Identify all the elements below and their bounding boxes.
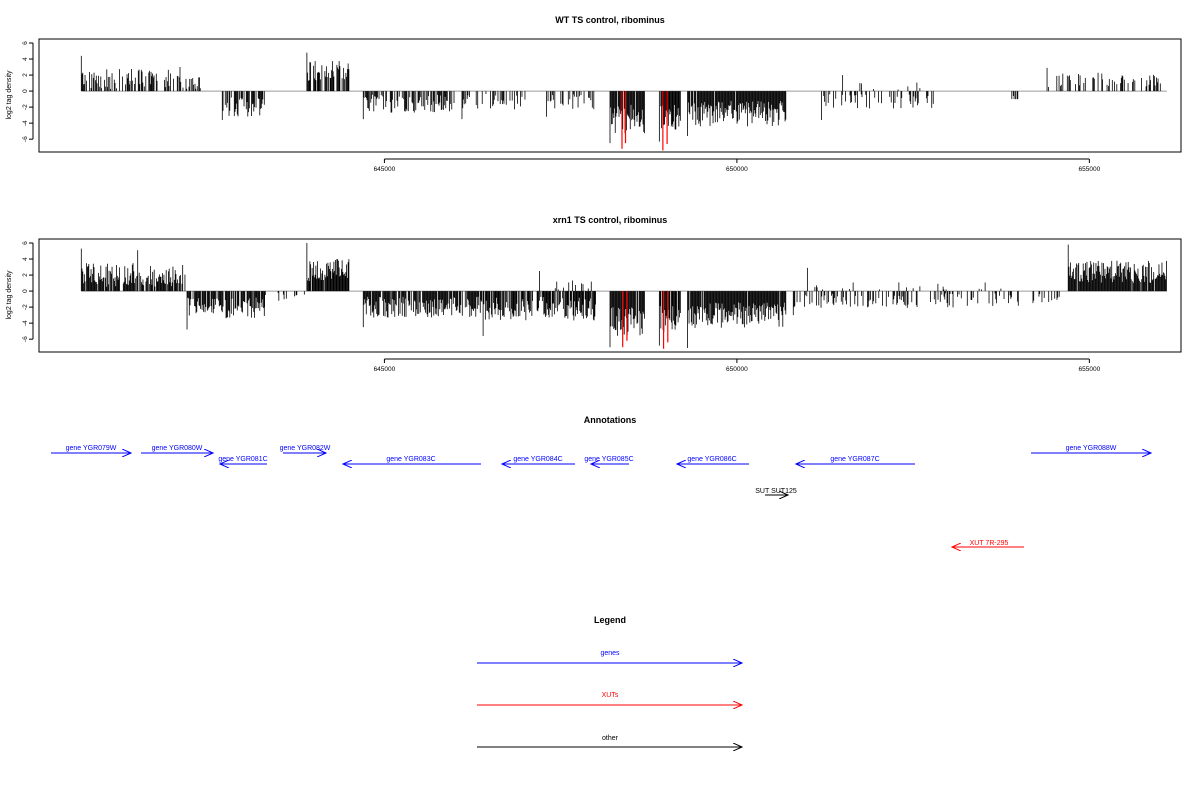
y-tick-label: 0	[22, 289, 29, 293]
y-tick-label: -4	[22, 320, 29, 326]
y-tick-label: -2	[22, 304, 29, 310]
legend-xuts-label: XUTs	[602, 692, 619, 699]
gene-feature: gene YGR083C	[343, 456, 481, 464]
x-tick-label: 650000	[726, 366, 748, 373]
y-tick-label: 0	[22, 89, 29, 93]
x-tick-label: 650000	[726, 166, 748, 173]
xrn1-plot-frame	[38, 238, 1182, 353]
gene-label: gene YGR087C	[830, 456, 879, 463]
xrn1-plot-content	[80, 243, 1167, 349]
y-tick-label: 4	[22, 257, 29, 261]
y-tick-label: 6	[22, 241, 29, 245]
gene-feature: gene YGR081C	[218, 456, 268, 464]
gene-label: gene YGR085C	[584, 456, 633, 463]
gene-feature: gene YGR080W	[141, 445, 213, 453]
y-tick-label: 2	[22, 73, 29, 77]
gene-feature: gene YGR079W	[51, 445, 131, 453]
y-tick-label: -6	[22, 336, 29, 342]
sut-feature: SUT SUT125	[755, 488, 797, 495]
x-tick-label: 645000	[374, 166, 396, 173]
x-tick-label: 655000	[1079, 166, 1101, 173]
legend-other-label: other	[602, 735, 619, 742]
gene-label: gene YGR080W	[152, 445, 203, 452]
legend-item-other: other	[477, 735, 742, 747]
legend-title: Legend	[594, 615, 626, 625]
xrn1-axes: -6 -4 -2 0 2 4 6 645000 650000 655000	[22, 241, 1101, 373]
y-tick-label: 6	[22, 41, 29, 45]
y-tick-label: 4	[22, 57, 29, 61]
y-tick-label: -4	[22, 120, 29, 126]
gene-label: gene YGR083C	[386, 456, 435, 463]
annotations-panel: Annotations gene YGR079W gene YGR080W ge…	[51, 415, 1151, 547]
wt-panel-title: WT TS control, ribominus	[555, 15, 665, 25]
wt-plot-content	[80, 52, 1167, 151]
gene-feature: gene YGR082W	[280, 445, 331, 453]
gene-label: gene YGR081C	[218, 456, 267, 463]
y-tick-label: -2	[22, 104, 29, 110]
legend-genes-label: genes	[600, 650, 620, 657]
annotations-title: Annotations	[584, 415, 637, 425]
legend: Legend genes XUTs other	[477, 615, 742, 747]
sut-label: SUT SUT125	[755, 488, 797, 495]
gene-label: gene YGR082W	[280, 445, 331, 452]
xrn1-panel: xrn1 TS control, ribominus log2 tag dens…	[6, 215, 1182, 373]
wt-y-axis-label: log2 tag density	[6, 70, 13, 120]
legend-item-xuts: XUTs	[477, 692, 742, 705]
wt-panel: WT TS control, ribominus log2 tag densit…	[6, 15, 1182, 173]
gene-feature: gene YGR087C	[796, 456, 915, 464]
x-tick-label: 645000	[374, 366, 396, 373]
gene-feature: gene YGR084C	[502, 456, 575, 464]
y-tick-label: 2	[22, 273, 29, 277]
gene-label: gene YGR084C	[513, 456, 562, 463]
legend-item-genes: genes	[477, 650, 742, 663]
gene-label: gene YGR088W	[1066, 445, 1117, 452]
xrn1-panel-title: xrn1 TS control, ribominus	[553, 215, 668, 225]
wt-axes: -6 -4 -2 0 2 4 6 645000 650000 655000	[22, 41, 1101, 173]
gene-feature: gene YGR085C	[584, 456, 634, 464]
gene-feature: gene YGR086C	[677, 456, 749, 464]
xrn1-y-axis-label: log2 tag density	[6, 270, 13, 320]
x-tick-label: 655000	[1079, 366, 1101, 373]
xut-label: XUT 7R-295	[970, 540, 1009, 547]
xut-feature: XUT 7R-295	[952, 540, 1024, 547]
gene-label: gene YGR079W	[66, 445, 117, 452]
gene-label: gene YGR086C	[687, 456, 736, 463]
y-tick-label: -6	[22, 136, 29, 142]
wt-plot-frame	[38, 38, 1182, 153]
gene-feature: gene YGR088W	[1031, 445, 1151, 453]
